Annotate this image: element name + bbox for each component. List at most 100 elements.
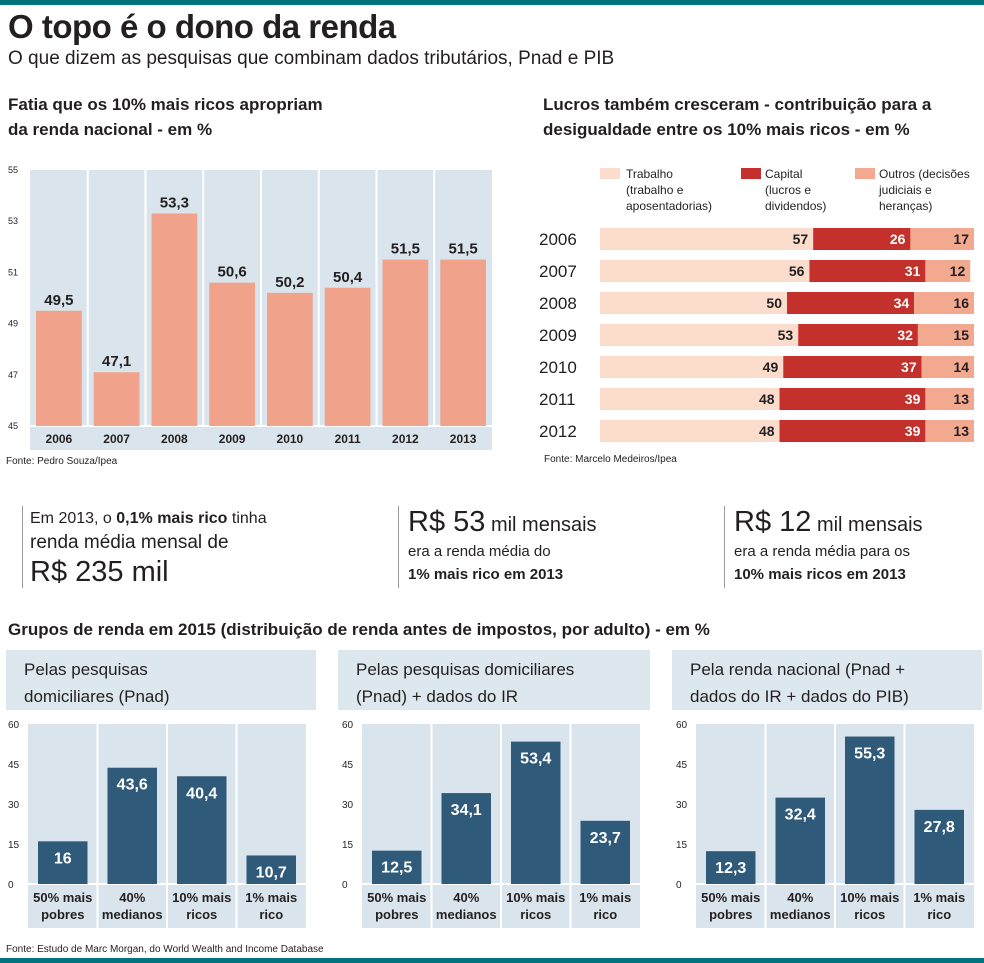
stat3-unit: mil mensais (811, 514, 923, 536)
chart2-segment-outros (910, 228, 974, 250)
chart1-value-label: 51,5 (449, 241, 478, 258)
chart2-value-label: 49 (763, 359, 779, 375)
chart2-value-label: 48 (759, 423, 775, 439)
chart2-value-label: 31 (905, 263, 921, 279)
renda-nacional-x-label: ricos (854, 907, 885, 922)
chart1-value-label: 51,5 (391, 241, 420, 258)
pnad-ir-x-label: pobres (375, 907, 418, 922)
stat3-line2: era a renda média para os (734, 543, 910, 560)
chart2-value-label: 39 (905, 423, 921, 439)
stat2-value: R$ 53 (408, 506, 486, 538)
pnad-value-label: 10,7 (256, 864, 287, 881)
chart1-y-tick: 53 (8, 216, 18, 226)
pnad-ir-bar (580, 820, 630, 884)
chart2-inequality-contribution: 2006 57 26 17 2007 56 31 12 2008 50 34 16 2009 53 32 15… (539, 228, 974, 442)
pnad-y-tick: 0 (8, 880, 14, 891)
chart1-bar (209, 282, 255, 426)
renda-nacional-y-tick: 45 (676, 760, 688, 771)
panel2-title-line2: (Pnad) + dados do IR (356, 687, 519, 706)
chart-renda-nacional: 0 15 30 45 60 12,3 50% mais pobres 32,4 40% median… (676, 720, 974, 928)
chart1-x-label: 2006 (46, 432, 73, 446)
chart2-segment-trabalho (600, 388, 780, 410)
chart1-x-label: 2011 (335, 432, 361, 446)
pnad-ir-y-tick: 30 (342, 800, 354, 811)
chart1-x-label: 2013 (450, 432, 477, 446)
renda-nacional-y-tick: 30 (676, 800, 688, 811)
chart1-bar (324, 287, 371, 426)
stat3-line3: 10% mais ricos em 2013 (734, 566, 906, 583)
stat2-headline: R$ 53 mil mensais (408, 506, 597, 539)
chart2-segment-trabalho (600, 420, 780, 442)
chart2-segment-capital (798, 324, 918, 346)
renda-nacional-x-label: 40% (787, 890, 813, 905)
bottom-accent-bar (0, 958, 984, 963)
chart2-value-label: 37 (901, 359, 917, 375)
chart1-y-tick: 49 (8, 319, 18, 329)
renda-nacional-value-label: 12,3 (715, 860, 746, 877)
chart2-segment-outros (925, 260, 971, 282)
chart2-segment-trabalho (600, 260, 810, 282)
pnad-ir-x-label: 1% mais (579, 890, 631, 905)
chart1-bar (440, 259, 486, 426)
chart2-segment-capital (779, 420, 926, 442)
pnad-x-label: pobres (41, 907, 84, 922)
pnad-x-label: 10% mais (172, 890, 231, 905)
stat3-divider (724, 506, 725, 588)
renda-nacional-bar (845, 736, 895, 884)
pnad-ir-bar (441, 793, 491, 884)
stat-top10: R$ 12 mil mensais era a renda média para… (734, 506, 923, 583)
chart1-x-axis-band (30, 426, 492, 450)
chart2-year-label: 2010 (539, 358, 577, 377)
panel2-title: Pelas pesquisas domiciliares (Pnad) + da… (338, 650, 650, 710)
chart2-value-label: 15 (953, 327, 969, 343)
renda-nacional-y-tick: 60 (676, 720, 688, 731)
chart2-title: Lucros também cresceram - contribuição p… (543, 92, 983, 142)
renda-nacional-value-label: 32,4 (785, 807, 816, 824)
pnad-ir-x-label: 40% (453, 890, 479, 905)
chart1-top10-share: 45 47 49 51 53 55 49,5 2006 47,1 2007 53,3 2008 50,6… (8, 165, 492, 450)
panel3-title-line1: Pela renda nacional (Pnad + (690, 660, 906, 679)
pnad-y-tick: 30 (8, 800, 20, 811)
legend-label-outros: Outros (decisões judiciais e heranças) (879, 167, 970, 213)
chart1-x-label: 2010 (277, 432, 304, 446)
renda-nacional-x-label: 1% mais (913, 890, 965, 905)
chart1-title-line1: Fatia que os 10% mais ricos apropriam (8, 95, 323, 114)
groups-title: Grupos de renda em 2015 (distribuição de… (8, 620, 710, 639)
renda-nacional-x-label: 10% mais (840, 890, 899, 905)
panel2-title-line1: Pelas pesquisas domiciliares (356, 660, 575, 679)
panel1-title-line2: domiciliares (Pnad) (24, 687, 170, 706)
pnad-value-label: 40,4 (186, 785, 217, 802)
chart1-y-tick: 47 (8, 370, 18, 380)
chart2-value-label: 12 (950, 263, 966, 279)
chart2-year-label: 2012 (539, 422, 577, 441)
chart2-value-label: 16 (953, 295, 969, 311)
chart2-title-line1: Lucros também cresceram - contribuição p… (543, 95, 932, 114)
chart2-value-label: 32 (897, 327, 913, 343)
stat1-line1: Em 2013, o 0,1% mais rico tinha (30, 510, 267, 528)
chart1-x-label: 2008 (161, 432, 188, 446)
pnad-ir-x-label: 50% mais (367, 890, 426, 905)
chart1-bar (267, 292, 313, 426)
chart2-year-label: 2006 (539, 230, 577, 249)
chart2-segment-outros (925, 388, 974, 410)
chart2-segment-trabalho (600, 324, 799, 346)
chart2-value-label: 53 (778, 327, 794, 343)
pnad-ir-value-label: 23,7 (590, 830, 621, 847)
stat1-divider (22, 506, 23, 588)
chart2-value-label: 48 (759, 391, 775, 407)
groups-source: Fonte: Estudo de Marc Morgan, do World W… (6, 944, 324, 955)
stat2-line3: 1% mais rico em 2013 (408, 566, 564, 583)
pnad-x-label: 1% mais (245, 890, 297, 905)
pnad-value-label: 43,6 (117, 777, 148, 794)
chart2-value-label: 26 (890, 231, 906, 247)
pnad-bar (107, 767, 157, 884)
pnad-ir-y-tick: 60 (342, 720, 354, 731)
chart1-y-tick: 45 (8, 421, 18, 431)
chart1-value-label: 50,2 (275, 274, 304, 291)
chart2-year-label: 2011 (539, 390, 576, 409)
chart2-segment-outros (914, 292, 974, 314)
pnad-x-label: medianos (102, 907, 163, 922)
chart2-value-label: 14 (953, 359, 969, 375)
chart1-x-label: 2007 (103, 432, 130, 446)
chart2-value-label: 34 (894, 295, 910, 311)
